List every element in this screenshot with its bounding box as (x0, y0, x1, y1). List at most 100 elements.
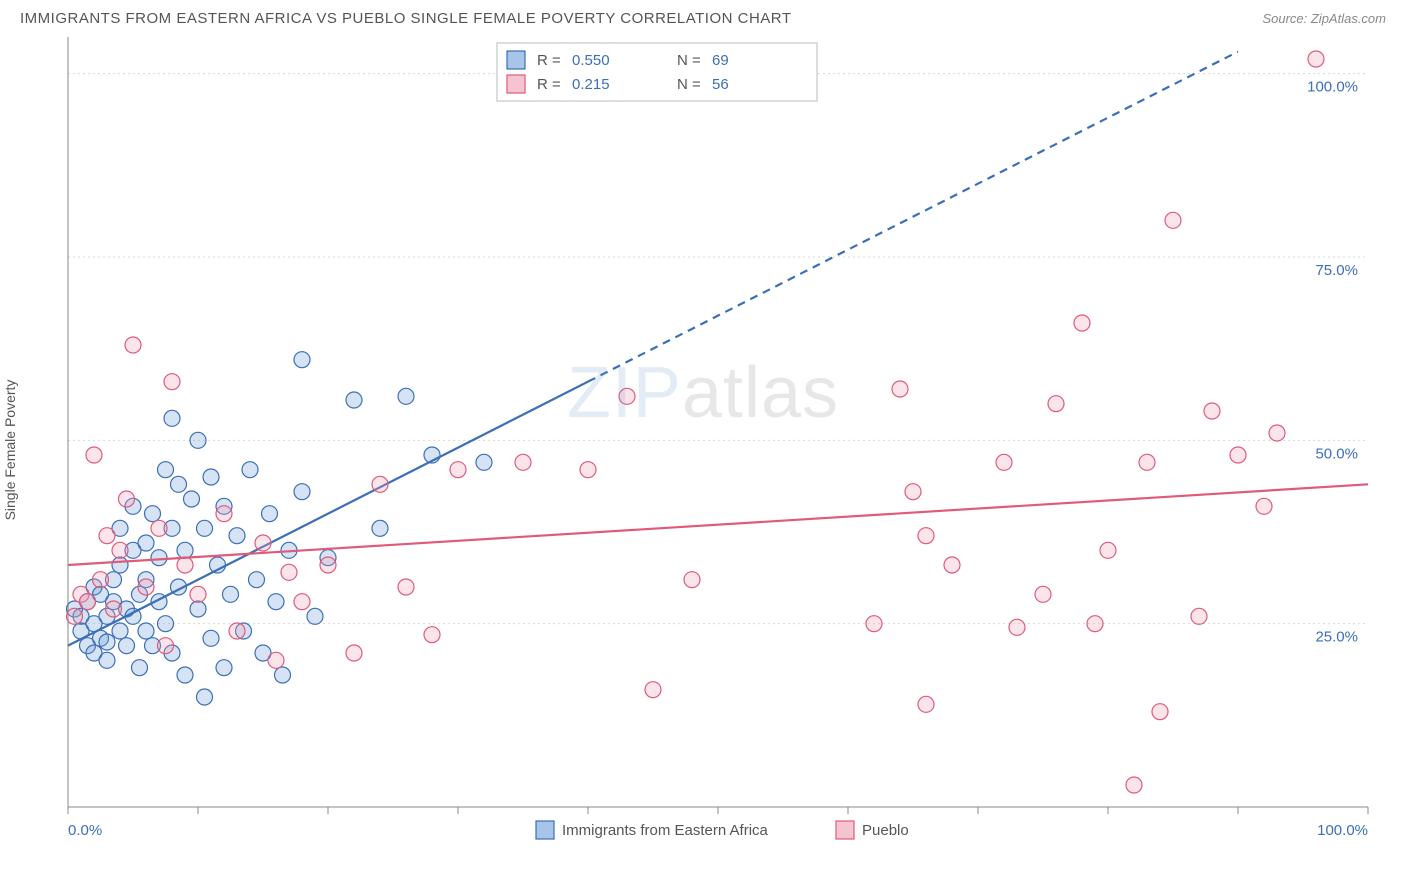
data-point (294, 484, 310, 500)
data-point (398, 579, 414, 595)
data-point (372, 476, 388, 492)
data-point (99, 652, 115, 668)
data-point (398, 388, 414, 404)
data-point (294, 352, 310, 368)
data-point (177, 542, 193, 558)
data-point (229, 623, 245, 639)
data-point (1139, 454, 1155, 470)
data-point (132, 660, 148, 676)
data-point (1009, 619, 1025, 635)
data-point (268, 652, 284, 668)
source-prefix: Source: (1262, 11, 1310, 26)
data-point (1256, 498, 1272, 514)
data-point (918, 528, 934, 544)
data-point (918, 696, 934, 712)
data-point (294, 594, 310, 610)
data-point (866, 616, 882, 632)
y-tick-label: 100.0% (1307, 79, 1358, 96)
data-point (996, 454, 1012, 470)
data-point (158, 616, 174, 632)
data-point (1100, 542, 1116, 558)
data-point (99, 634, 115, 650)
data-point (281, 564, 297, 580)
x-tick-label-left: 0.0% (68, 822, 102, 839)
data-point (268, 594, 284, 610)
data-point (106, 601, 122, 617)
trend-line (68, 484, 1368, 565)
data-point (262, 506, 278, 522)
data-point (619, 388, 635, 404)
data-point (151, 520, 167, 536)
data-point (307, 608, 323, 624)
data-point (1087, 616, 1103, 632)
data-point (177, 667, 193, 683)
legend-n-key: N = (677, 76, 701, 93)
data-point (184, 491, 200, 507)
data-point (80, 594, 96, 610)
data-point (515, 454, 531, 470)
data-point (197, 689, 213, 705)
data-point (1074, 315, 1090, 331)
legend-r-key: R = (537, 52, 561, 69)
data-point (684, 572, 700, 588)
data-point (138, 535, 154, 551)
data-point (346, 645, 362, 661)
data-point (320, 557, 336, 573)
data-point (138, 623, 154, 639)
data-point (164, 410, 180, 426)
data-point (138, 579, 154, 595)
data-point (580, 462, 596, 478)
data-point (86, 447, 102, 463)
legend-n-val: 56 (712, 76, 729, 93)
data-point (177, 557, 193, 573)
chart-title: IMMIGRANTS FROM EASTERN AFRICA VS PUEBLO… (20, 10, 792, 27)
data-point (112, 542, 128, 558)
chart-header: IMMIGRANTS FROM EASTERN AFRICA VS PUEBLO… (0, 0, 1406, 32)
data-point (275, 667, 291, 683)
data-point (223, 586, 239, 602)
data-point (171, 476, 187, 492)
data-point (158, 638, 174, 654)
data-point (255, 535, 271, 551)
data-point (190, 586, 206, 602)
data-point (476, 454, 492, 470)
data-point (190, 601, 206, 617)
chart-container: Single Female Poverty ZIPatlas 25.0%50.0… (20, 32, 1386, 852)
legend-r-key: R = (537, 76, 561, 93)
data-point (125, 337, 141, 353)
source-name: ZipAtlas.com (1311, 11, 1386, 26)
data-point (944, 557, 960, 573)
legend-bottom-swatch (536, 821, 554, 839)
data-point (249, 572, 265, 588)
data-point (1165, 212, 1181, 228)
data-point (346, 392, 362, 408)
data-point (1230, 447, 1246, 463)
legend-r-val: 0.215 (572, 76, 610, 93)
data-point (1152, 704, 1168, 720)
data-point (229, 528, 245, 544)
data-point (450, 462, 466, 478)
data-point (67, 608, 83, 624)
data-point (203, 630, 219, 646)
data-point (197, 520, 213, 536)
data-point (892, 381, 908, 397)
y-tick-label: 25.0% (1315, 629, 1358, 646)
x-tick-label-right: 100.0% (1317, 822, 1368, 839)
data-point (1204, 403, 1220, 419)
data-point (1191, 608, 1207, 624)
data-point (99, 528, 115, 544)
data-point (119, 638, 135, 654)
data-point (372, 520, 388, 536)
data-point (203, 469, 219, 485)
data-point (151, 550, 167, 566)
data-point (1035, 586, 1051, 602)
data-point (242, 462, 258, 478)
y-tick-label: 50.0% (1315, 445, 1358, 462)
legend-swatch (507, 51, 525, 69)
legend-n-key: N = (677, 52, 701, 69)
data-point (145, 506, 161, 522)
legend-n-val: 69 (712, 52, 729, 69)
y-tick-label: 75.0% (1315, 262, 1358, 279)
data-point (216, 660, 232, 676)
data-point (119, 491, 135, 507)
